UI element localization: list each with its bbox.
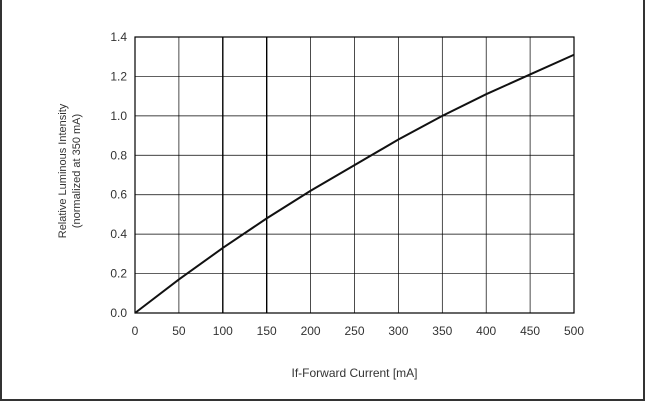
y-axis-label-line2: (normalized at 350 mA) <box>71 114 83 228</box>
x-tick-label: 500 <box>564 324 584 338</box>
x-tick-label: 300 <box>388 324 408 338</box>
x-tick-label: 200 <box>301 324 321 338</box>
y-tick-label: 0.6 <box>110 188 127 202</box>
x-tick-label: 450 <box>520 324 540 338</box>
plot-frame <box>134 36 575 314</box>
x-axis-label: If-Forward Current [mA] <box>291 366 417 380</box>
y-axis-label-line1: Relative Luminous Intensity <box>57 103 69 238</box>
y-tick-label: 1.0 <box>110 109 127 123</box>
y-tick-label: 1.4 <box>110 30 127 44</box>
grid <box>134 36 575 314</box>
x-tick-label: 0 <box>132 324 139 338</box>
y-tick-label: 1.2 <box>110 69 127 83</box>
y-tick-label: 0.2 <box>110 267 127 281</box>
x-tick-label: 250 <box>344 324 364 338</box>
x-tick-label: 350 <box>432 324 452 338</box>
y-tick-label: 0.8 <box>110 148 127 162</box>
x-tick-label: 150 <box>257 324 277 338</box>
y-tick-label: 0.4 <box>110 227 127 241</box>
x-tick-label: 100 <box>213 324 233 338</box>
x-tick-label: 50 <box>172 324 186 338</box>
series-line <box>134 53 575 314</box>
y-tick-label: 0.0 <box>110 306 127 320</box>
x-tick-label: 400 <box>476 324 496 338</box>
x-tick-labels: 0 50 100 150 200 250 300 350 400 450 500 <box>132 324 585 338</box>
y-tick-labels: 0.0 0.2 0.4 0.6 0.8 1.0 1.2 1.4 <box>110 30 127 320</box>
